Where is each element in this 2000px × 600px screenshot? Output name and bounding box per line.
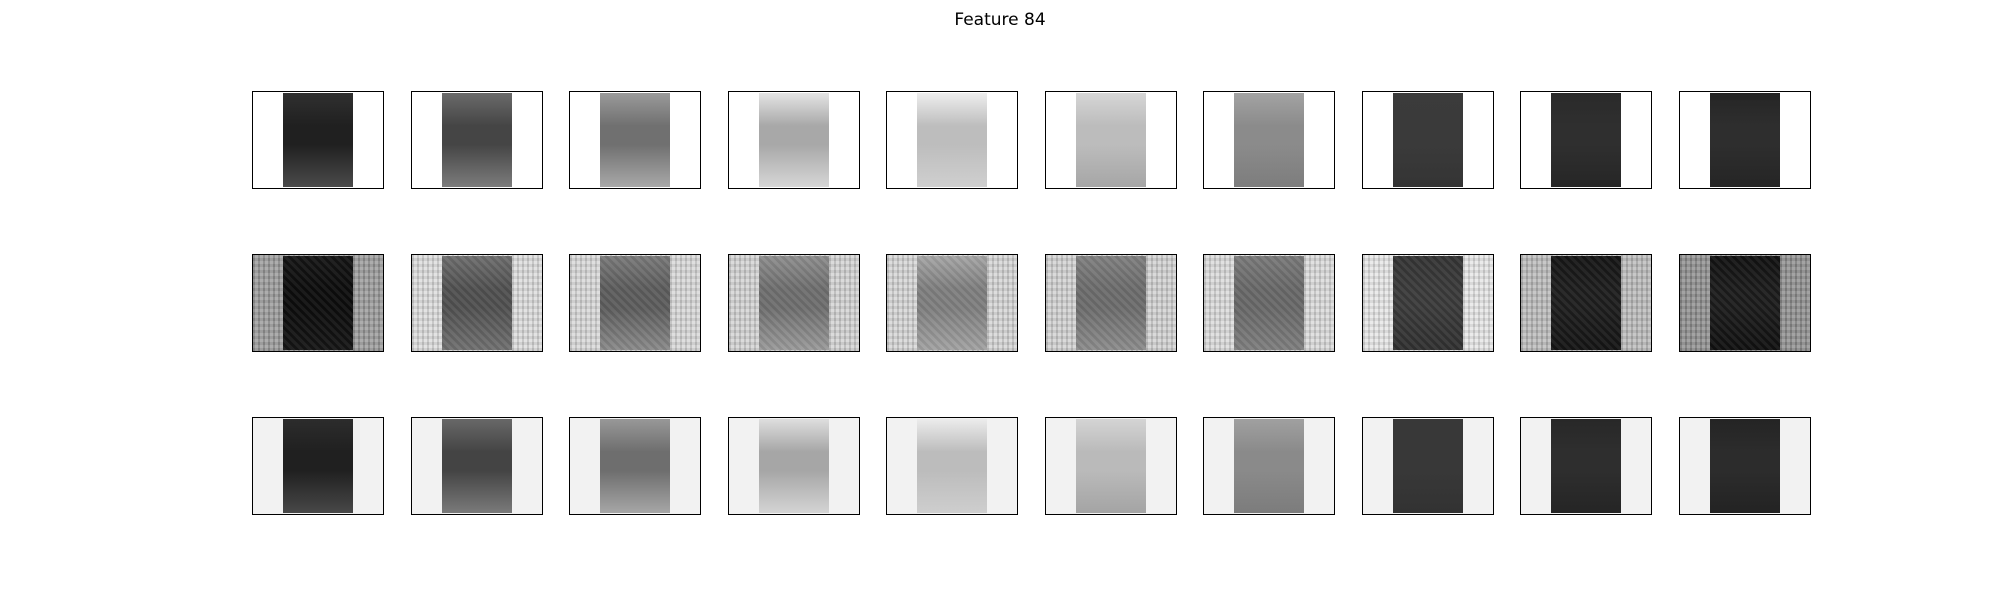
feature-map-tile: [1678, 254, 1811, 352]
feature-map-strip: [1551, 256, 1621, 350]
feature-map-strip: [1075, 93, 1146, 187]
feature-map-tile: [886, 417, 1018, 515]
feature-map-tile: [1203, 91, 1335, 189]
feature-map-strip: [283, 93, 353, 187]
feature-map-strip: [1075, 256, 1146, 350]
feature-map-tile: [727, 417, 860, 515]
feature-map-tile: [1678, 417, 1811, 515]
feature-map-strip: [1709, 419, 1780, 513]
feature-map-tile: [886, 254, 1018, 352]
feature-map-tile: [886, 91, 1018, 189]
feature-map-strip: [1392, 256, 1463, 350]
feature-map-tile: [1520, 417, 1652, 515]
feature-map-strip: [1551, 93, 1621, 187]
feature-map-tile: [1044, 254, 1177, 352]
feature-map-strip: [1234, 419, 1304, 513]
feature-map-tile: [410, 417, 543, 515]
feature-map-strip: [1075, 419, 1146, 513]
feature-map-tile: [1044, 417, 1177, 515]
feature-map-tile: [410, 254, 543, 352]
feature-map-tile: [1044, 91, 1177, 189]
feature-map-tile: [569, 91, 701, 189]
feature-map-strip: [600, 256, 670, 350]
feature-map-strip: [758, 93, 829, 187]
feature-map-strip: [1234, 256, 1304, 350]
feature-map-strip: [758, 256, 829, 350]
feature-map-strip: [600, 93, 670, 187]
feature-map-tile: [252, 254, 384, 352]
feature-map-strip: [1709, 256, 1780, 350]
feature-map-tile: [410, 91, 543, 189]
figure-title: Feature 84: [954, 10, 1046, 30]
feature-map-strip: [441, 93, 512, 187]
feature-map-tile: [727, 254, 860, 352]
feature-map-strip: [1392, 93, 1463, 187]
feature-map-strip: [283, 419, 353, 513]
feature-map-strip: [441, 256, 512, 350]
feature-map-tile: [727, 91, 860, 189]
feature-map-tile: [1361, 417, 1494, 515]
feature-map-tile: [1361, 91, 1494, 189]
feature-map-strip: [1234, 93, 1304, 187]
feature-map-tile: [1203, 417, 1335, 515]
feature-map-strip: [1392, 419, 1463, 513]
feature-map-tile: [1678, 91, 1811, 189]
feature-map-strip: [1551, 419, 1621, 513]
feature-map-strip: [1709, 93, 1780, 187]
feature-map-tile: [569, 417, 701, 515]
feature-map-tile: [1203, 254, 1335, 352]
feature-map-strip: [917, 93, 987, 187]
feature-map-strip: [441, 419, 512, 513]
feature-map-strip: [283, 256, 353, 350]
feature-map-tile: [252, 91, 384, 189]
feature-map-strip: [917, 419, 987, 513]
feature-map-tile: [1361, 254, 1494, 352]
feature-map-strip: [758, 419, 829, 513]
feature-map-tile: [1520, 254, 1652, 352]
feature-map-strip: [917, 256, 987, 350]
feature-map-tile: [569, 254, 701, 352]
feature-map-strip: [600, 419, 670, 513]
feature-map-tile: [1520, 91, 1652, 189]
feature-map-tile: [252, 417, 384, 515]
